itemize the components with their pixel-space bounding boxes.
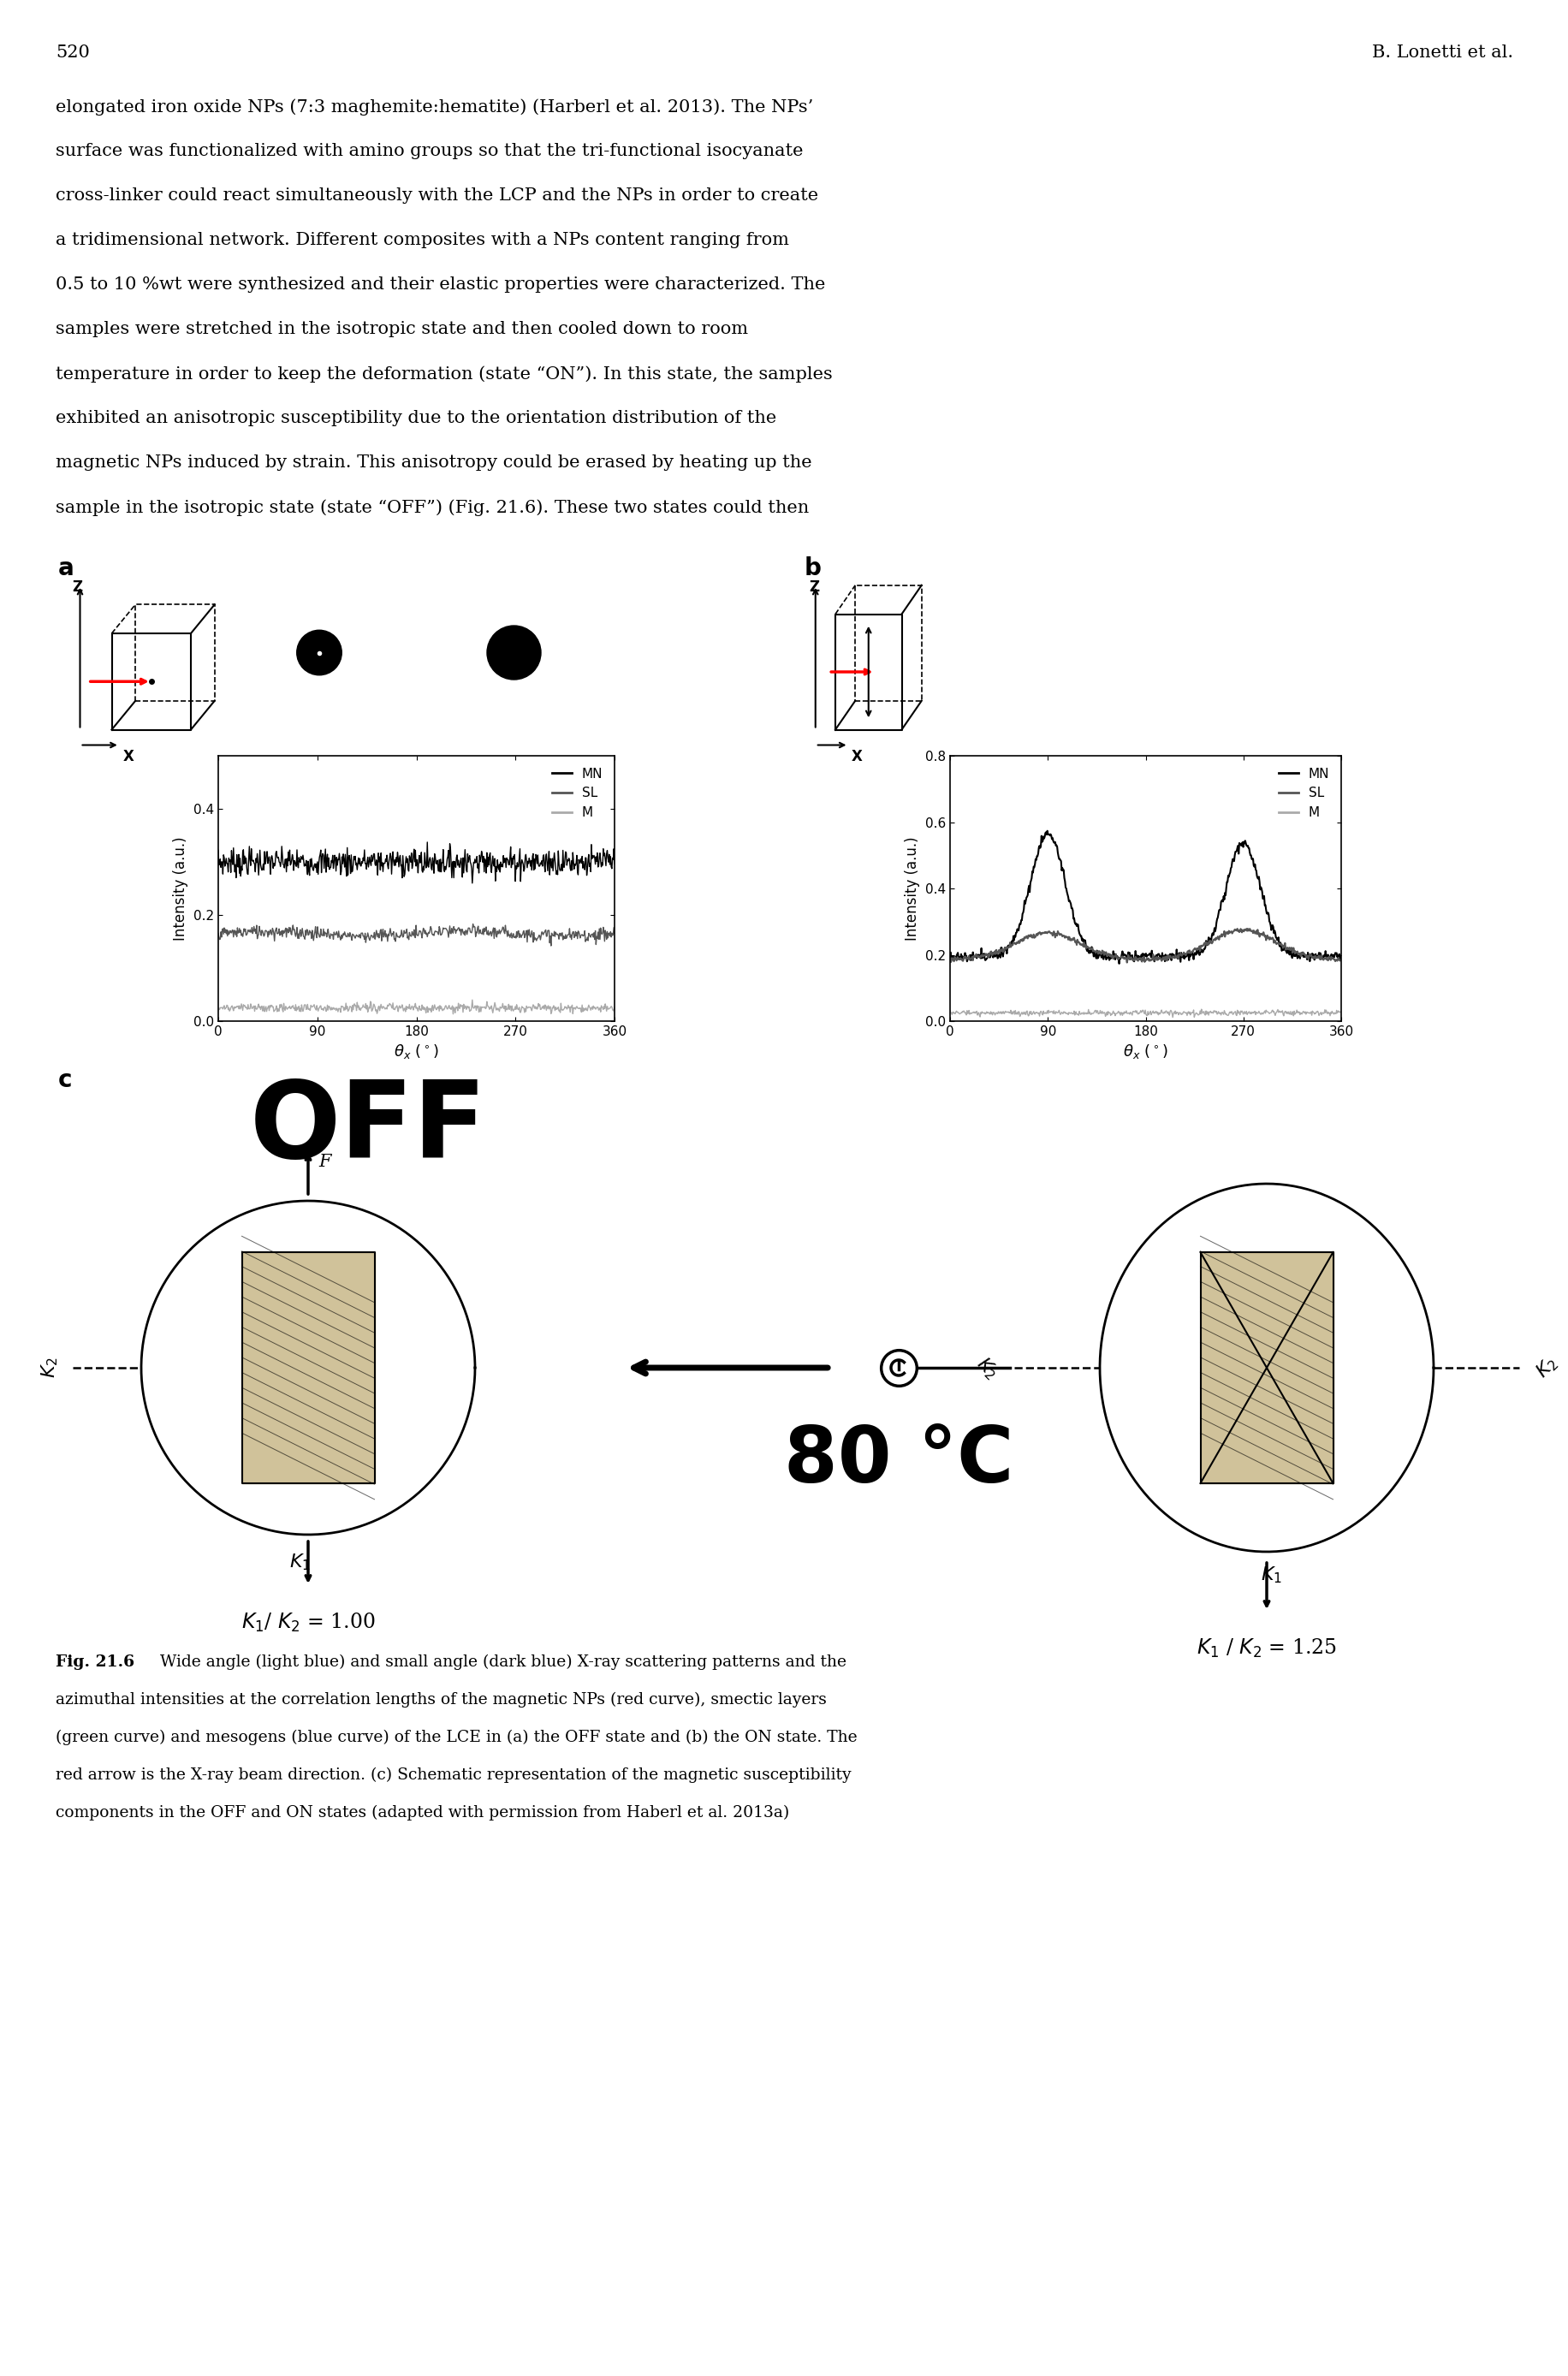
Text: sample in the isotropic state (state “OFF”) (Fig. 21.6). These two states could : sample in the isotropic state (state “OF… xyxy=(55,499,809,516)
Circle shape xyxy=(296,630,342,675)
Legend: MN, SL, M: MN, SL, M xyxy=(547,763,608,824)
X-axis label: $\theta_x$ ($^\circ$): $\theta_x$ ($^\circ$) xyxy=(1123,1043,1168,1060)
Text: F: F xyxy=(318,1155,331,1169)
Text: Z: Z xyxy=(72,580,83,594)
Text: elongated iron oxide NPs (7:3 maghemite:hematite) (Harberl et al. 2013). The NPs: elongated iron oxide NPs (7:3 maghemite:… xyxy=(55,97,814,116)
Text: azimuthal intensities at the correlation lengths of the magnetic NPs (red curve): azimuthal intensities at the correlation… xyxy=(55,1692,826,1708)
X-axis label: $\theta_x$ ($^\circ$): $\theta_x$ ($^\circ$) xyxy=(394,1043,439,1060)
Circle shape xyxy=(249,582,389,722)
Text: $K_1$: $K_1$ xyxy=(1261,1566,1281,1585)
Text: magnetic NPs induced by strain. This anisotropy could be erased by heating up th: magnetic NPs induced by strain. This ani… xyxy=(55,454,812,470)
Ellipse shape xyxy=(1181,642,1214,665)
Text: red arrow is the X-ray beam direction. (c) Schematic representation of the magne: red arrow is the X-ray beam direction. (… xyxy=(55,1768,851,1782)
Circle shape xyxy=(445,582,583,722)
Text: cross-linker could react simultaneously with the LCP and the NPs in order to cre: cross-linker could react simultaneously … xyxy=(55,188,818,204)
Text: Z: Z xyxy=(809,580,818,594)
Text: exhibited an anisotropic susceptibility due to the orientation distribution of t: exhibited an anisotropic susceptibility … xyxy=(55,411,776,425)
Text: 0.5 to 10 %wt were synthesized and their elastic properties were characterized. : 0.5 to 10 %wt were synthesized and their… xyxy=(55,276,825,292)
Text: a tridimensional network. Different composites with a NPs content ranging from: a tridimensional network. Different comp… xyxy=(55,233,789,247)
Text: samples were stretched in the isotropic state and then cooled down to room: samples were stretched in the isotropic … xyxy=(55,321,748,337)
Text: surface was functionalized with amino groups so that the tri-functional isocyana: surface was functionalized with amino gr… xyxy=(55,143,803,159)
Text: $K_2$: $K_2$ xyxy=(972,1352,1002,1383)
Ellipse shape xyxy=(1267,642,1301,665)
Text: a: a xyxy=(58,556,74,580)
Text: X: X xyxy=(122,748,133,765)
Ellipse shape xyxy=(988,630,1027,677)
Text: $K_1$ / $K_2$ = 1.25: $K_1$ / $K_2$ = 1.25 xyxy=(1196,1637,1336,1661)
Text: X: X xyxy=(851,748,862,765)
Text: $K_1$/ $K_2$ = 1.00: $K_1$/ $K_2$ = 1.00 xyxy=(241,1611,375,1635)
Text: $K_2$: $K_2$ xyxy=(1532,1352,1562,1383)
Y-axis label: Intensity (a.u.): Intensity (a.u.) xyxy=(905,836,920,941)
Text: OFF: OFF xyxy=(249,1076,486,1181)
Polygon shape xyxy=(1201,1252,1333,1483)
Text: Fig. 21.6: Fig. 21.6 xyxy=(55,1654,135,1670)
Circle shape xyxy=(488,625,541,680)
Polygon shape xyxy=(241,1252,375,1483)
Y-axis label: Intensity (a.u.): Intensity (a.u.) xyxy=(174,836,188,941)
Text: B. Lonetti et al.: B. Lonetti et al. xyxy=(1372,45,1513,62)
Text: (green curve) and mesogens (blue curve) of the LCE in (a) the OFF state and (b) : (green curve) and mesogens (blue curve) … xyxy=(55,1730,858,1746)
Legend: MN, SL, M: MN, SL, M xyxy=(1273,763,1334,824)
Text: Wide angle (light blue) and small angle (dark blue) X-ray scattering patterns an: Wide angle (light blue) and small angle … xyxy=(151,1654,847,1670)
Text: 520: 520 xyxy=(55,45,89,62)
Text: $K_1$: $K_1$ xyxy=(289,1552,310,1573)
Text: 80 °C: 80 °C xyxy=(784,1423,1013,1499)
Text: components in the OFF and ON states (adapted with permission from Haberl et al. : components in the OFF and ON states (ada… xyxy=(55,1806,789,1820)
Ellipse shape xyxy=(1058,630,1096,677)
Text: $K_2$: $K_2$ xyxy=(39,1357,60,1378)
Text: b: b xyxy=(804,556,822,580)
Text: c: c xyxy=(58,1069,72,1093)
Text: temperature in order to keep the deformation (state “ON”). In this state, the sa: temperature in order to keep the deforma… xyxy=(55,366,833,383)
